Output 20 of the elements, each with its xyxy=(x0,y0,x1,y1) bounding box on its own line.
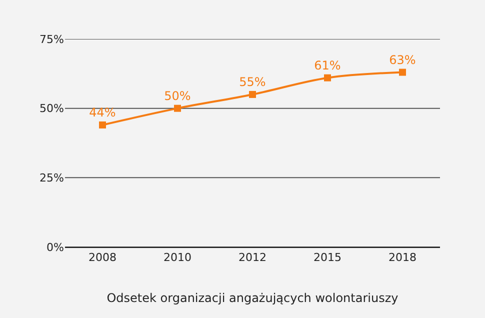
x-tick-label: 2012 xyxy=(238,251,266,264)
data-label: 44% xyxy=(89,106,116,120)
x-tick-label: 2010 xyxy=(164,251,192,264)
point xyxy=(99,121,106,128)
point xyxy=(174,104,181,112)
x-tick-label: 2015 xyxy=(314,251,342,264)
y-tick-label: 50% xyxy=(40,102,64,116)
y-tick-label: 0% xyxy=(46,240,64,254)
x-tick-label: 2018 xyxy=(388,251,416,264)
y-tick-label: 75% xyxy=(40,32,64,46)
point xyxy=(399,68,406,76)
data-label: 50% xyxy=(164,88,191,103)
data-label: 63% xyxy=(389,52,416,67)
point xyxy=(324,74,331,82)
data-label: 55% xyxy=(239,75,266,90)
x-axis-title: Odsetek organizacji angażujących wolontariuszy xyxy=(106,291,398,306)
x-tick-label: 2008 xyxy=(88,251,116,264)
data-label: 61% xyxy=(314,58,341,72)
point xyxy=(249,90,256,98)
y-tick-label: 25% xyxy=(40,172,64,185)
